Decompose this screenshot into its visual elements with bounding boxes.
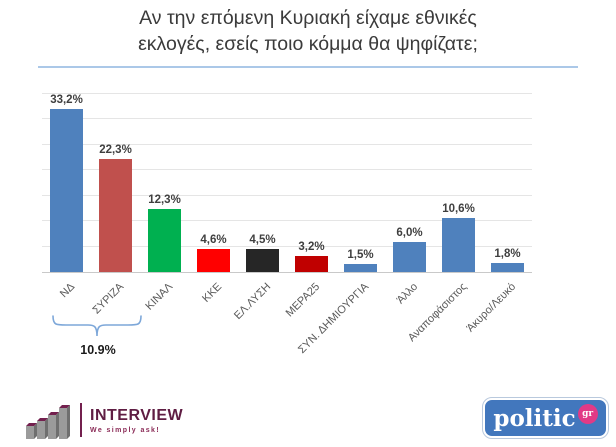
difference-bracket: [52, 314, 142, 345]
gridline: [42, 143, 532, 145]
bar-slot: 22,3%: [91, 94, 140, 272]
bar-slot: 1,8%: [483, 94, 532, 272]
value-label: 6,0%: [396, 226, 423, 239]
value-label: 10,6%: [442, 203, 475, 216]
x-label: ΜΕΡΑ25: [283, 280, 322, 320]
bar-slot: 10,6%: [434, 94, 483, 272]
bar-slot: 1,5%: [336, 94, 385, 272]
politic-gr-badge: gr: [577, 404, 598, 424]
chart-title-line1: Αν την επόμενη Κυριακή είχαμε εθνικές: [139, 7, 477, 29]
value-label: 4,6%: [200, 233, 227, 246]
gridline: [42, 118, 532, 120]
x-label: ΕΛ.ΛΥΣΗ: [231, 280, 273, 323]
value-label: 12,3%: [148, 194, 181, 207]
interview-bars-icon: [26, 405, 70, 439]
gridline: [42, 194, 532, 196]
chart-title: Αν την επόμενη Κυριακή είχαμε εθνικές εκ…: [0, 5, 616, 57]
bar-slot: 33,2%: [42, 94, 91, 272]
value-label: 22,3%: [99, 143, 132, 156]
gridline: [42, 245, 532, 247]
politic-logo: politic gr: [482, 397, 609, 439]
difference-label: 10.9%: [80, 343, 116, 357]
bar-ΕΛ.ΛΥΣΗ: [246, 249, 279, 272]
bar-ΝΔ: [50, 109, 83, 272]
x-label: ΣΥΝ. ΔΗΜΙΟΥΡΓΙΑ: [295, 280, 371, 357]
value-label: 1,5%: [347, 249, 374, 262]
chart-title-line2: εκλογές, εσείς ποιο κόμμα θα ψηφίζατε;: [138, 33, 478, 55]
bar-ΚΚΕ: [197, 248, 230, 272]
bar-slot: 12,3%: [140, 94, 189, 272]
interview-tagline: We simply ask!: [90, 426, 161, 434]
bar-Άκυρο/Λευκό: [491, 262, 524, 272]
value-label: 3,2%: [298, 240, 325, 253]
title-underline: [38, 66, 578, 68]
bar-Άλλο: [393, 241, 426, 272]
bar-ΜΕΡΑ25: [295, 255, 328, 272]
x-label: Άκυρο/Λευκό: [463, 280, 518, 335]
bar-Αναποφάσιστος: [442, 218, 475, 272]
bar-ΣΥΡΙΖΑ: [99, 158, 132, 272]
politic-wordmark: politic: [493, 404, 576, 432]
bar-slot: 4,6%: [189, 94, 238, 272]
interview-wordmark: INTERVIEW: [90, 406, 184, 424]
bar-slot: 4,5%: [238, 94, 287, 272]
interview-logo: INTERVIEW We simply ask!: [24, 397, 183, 443]
gridline: [42, 220, 532, 222]
value-label: 33,2%: [50, 94, 83, 106]
value-label: 1,8%: [494, 247, 521, 260]
bar-ΚΙΝΑΛ: [148, 209, 181, 272]
gridline: [42, 169, 532, 171]
bar-ΣΥΝ. ΔΗΜΙΟΥΡΓΙΑ: [344, 264, 377, 272]
curly-brace-icon: [52, 315, 142, 337]
interview-separator: [80, 403, 82, 437]
plot-area: 33,2% 22,3% 12,3% 4,6% 4,5% 3,2% 1,5% 6,0% 10,6%…: [42, 93, 532, 273]
x-label: Αναποφάσιστος: [405, 280, 469, 345]
bar-slot: 6,0%: [385, 94, 434, 272]
bar-slot: 3,2%: [287, 94, 336, 272]
x-label: Άλλο: [394, 280, 420, 307]
gridline: [42, 93, 532, 94]
value-label: 4,5%: [249, 234, 276, 247]
